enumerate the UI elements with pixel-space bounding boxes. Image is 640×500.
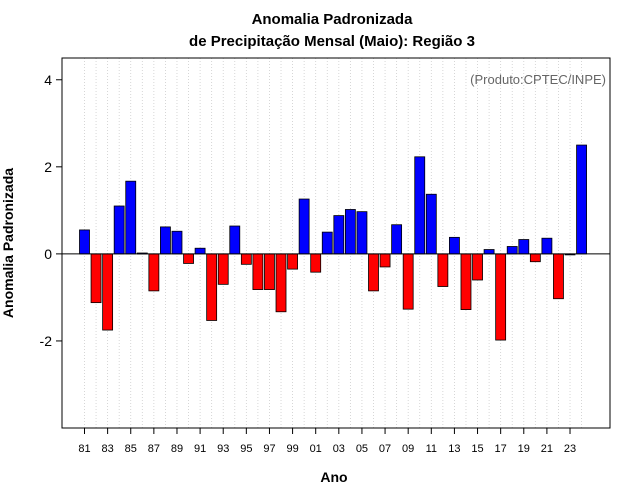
- bar-88: [160, 226, 171, 255]
- x-tick-label: 95: [240, 443, 252, 455]
- x-tick-label: 85: [125, 443, 137, 455]
- y-tick-label: -2: [40, 333, 53, 349]
- x-tick-label: 91: [194, 443, 206, 455]
- bar-13: [449, 236, 460, 255]
- x-tick-label: 11: [426, 443, 437, 455]
- y-tick-label: 0: [44, 246, 52, 262]
- bar-97: [264, 253, 275, 290]
- bar-12: [437, 253, 449, 287]
- bar-93: [217, 253, 229, 285]
- bar-96: [252, 253, 264, 290]
- bar-04: [344, 209, 356, 255]
- bar-21: [541, 237, 553, 255]
- x-axis-ticks: 81 83 85 87 89 91 93 95 97 99 01 03 05 07 09 11 13 15 17 19…: [78, 428, 576, 455]
- x-tick-label: 19: [518, 443, 530, 455]
- gridlines: [84, 58, 582, 428]
- x-tick-label: 89: [171, 443, 183, 455]
- bar-85: [125, 180, 137, 255]
- bar-15: [472, 253, 483, 281]
- bar-90: [183, 253, 194, 264]
- x-tick-label: 07: [379, 443, 391, 455]
- bar-05: [356, 211, 368, 255]
- y-tick-label: 2: [44, 159, 52, 175]
- x-tick-label: 03: [333, 443, 345, 455]
- bar-10: [414, 156, 426, 255]
- x-tick-label: 13: [448, 443, 460, 455]
- bar-98: [275, 253, 287, 313]
- bar-91: [194, 247, 206, 255]
- bar-87: [148, 253, 160, 292]
- bar-81: [79, 229, 90, 255]
- y-axis-title: Anomalia Padronizada: [0, 168, 16, 318]
- x-tick-label: 23: [564, 443, 576, 455]
- plot-frame: [61, 57, 611, 429]
- bar-14: [460, 253, 472, 311]
- bar-01: [310, 253, 322, 273]
- bar-24: [576, 144, 587, 255]
- bar-09: [402, 253, 414, 310]
- bar-82: [90, 253, 102, 304]
- x-tick-label: 09: [402, 443, 414, 455]
- bar-99: [287, 253, 298, 270]
- bar-95: [240, 253, 252, 265]
- bar-19: [518, 239, 530, 255]
- bar-83: [102, 253, 114, 331]
- x-axis-title: Ano: [320, 469, 347, 485]
- x-tick-label: 81: [78, 443, 90, 455]
- bar-89: [171, 230, 183, 255]
- y-axis-ticks: -2 0 2 4: [40, 72, 62, 349]
- x-tick-label: 83: [101, 443, 113, 455]
- chart-title-line2: de Precipitação Mensal (Maio): Região 3: [189, 33, 475, 50]
- y-tick-label: 4: [44, 72, 52, 88]
- bar-16: [483, 249, 495, 255]
- bar-84: [113, 205, 125, 255]
- source-note: (Produto:CPTEC/INPE): [470, 72, 606, 87]
- bar-00: [298, 198, 310, 255]
- bar-94: [229, 225, 241, 255]
- bar-02: [321, 231, 333, 255]
- x-tick-label: 87: [148, 443, 160, 455]
- bar-03: [333, 215, 345, 255]
- chart-title-line1: Anomalia Padronizada: [252, 11, 414, 28]
- x-tick-label: 93: [217, 443, 229, 455]
- bar-92: [206, 253, 218, 321]
- bar-07: [379, 253, 391, 268]
- x-tick-label: 21: [541, 443, 553, 455]
- x-tick-label: 17: [495, 443, 507, 455]
- bar-22: [553, 253, 564, 300]
- bar-06: [368, 253, 379, 292]
- bar-18: [506, 246, 518, 255]
- bar-17: [495, 253, 507, 341]
- bars: [79, 144, 587, 341]
- x-tick-label: 05: [356, 443, 368, 455]
- x-tick-label: 01: [310, 443, 322, 455]
- bar-11: [425, 193, 437, 255]
- bar-20: [529, 253, 541, 263]
- x-tick-label: 99: [286, 443, 298, 455]
- x-tick-label: 97: [263, 443, 275, 455]
- bar-08: [391, 224, 403, 255]
- x-tick-label: 15: [471, 443, 483, 455]
